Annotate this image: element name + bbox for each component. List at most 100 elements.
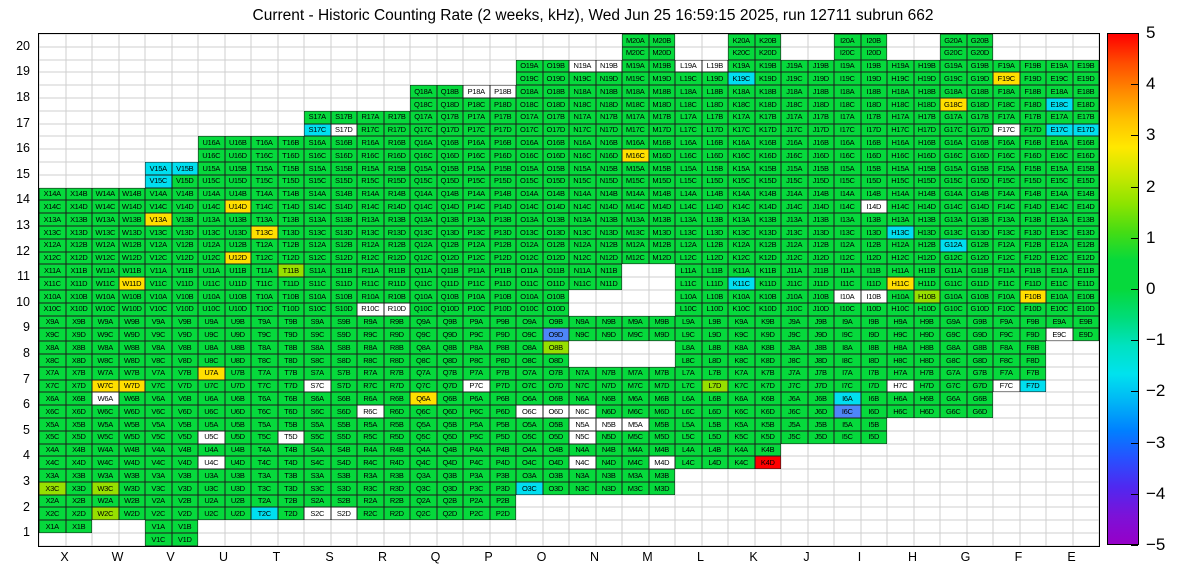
channel-label: Q2D: [436, 507, 463, 521]
empty-subcell: [304, 533, 331, 546]
channel-label: J19B: [807, 59, 834, 73]
heatmap-cell-X10: X10A X10B X10C X10D: [39, 289, 92, 316]
empty-subcell: [357, 60, 384, 73]
channel-label: S13C: [304, 225, 331, 239]
channel-label: G20B: [966, 34, 993, 47]
channel-label: M5A: [622, 417, 649, 431]
empty-subcell: [39, 162, 66, 175]
empty-subcell: [1020, 47, 1047, 60]
channel-label: R10B: [383, 289, 410, 303]
empty-subcell: [119, 34, 146, 47]
heatmap-cell-empty: [1046, 469, 1099, 495]
heatmap-cell-M12: M12A M12B M12C M12D: [622, 238, 675, 265]
empty-subcell: [66, 98, 93, 111]
empty-subcell: [119, 149, 146, 162]
channel-label: F8B: [1019, 341, 1046, 354]
heatmap-cell-E9: E9A E9B E9C E9D: [1046, 315, 1099, 342]
heatmap-cell-R2: R2A R2B R2C R2D: [357, 494, 410, 521]
channel-label: J5C: [781, 430, 808, 444]
channel-label: J17D: [807, 123, 834, 137]
channel-label: P15B: [489, 161, 516, 175]
channel-label: J9C: [781, 328, 808, 342]
empty-subcell: [1046, 405, 1073, 418]
channel-label: V1B: [171, 520, 198, 534]
empty-subcell: [543, 47, 570, 60]
channel-label: P5A: [463, 417, 490, 431]
channel-label: T3D: [277, 481, 304, 495]
heatmap-cell-L13: L13A L13B L13C L13D: [675, 213, 728, 239]
heatmap-cell-I18: I18A I18B I18C I18D: [834, 85, 887, 111]
channel-label: E14A: [1046, 187, 1073, 201]
y-axis-label: 9: [23, 320, 30, 335]
empty-subcell: [410, 47, 437, 60]
heatmap-cell-N15: N15A N15B N15C N15D: [569, 161, 622, 188]
channel-label: O12D: [542, 251, 569, 265]
channel-label: V12C: [145, 251, 172, 265]
channel-label: K13D: [754, 225, 781, 239]
channel-label: V15C: [145, 174, 172, 188]
channel-label: K6C: [728, 405, 755, 418]
heatmap-cell-H11: H11A H11B H11C H11D: [887, 264, 940, 290]
empty-subcell: [119, 533, 146, 546]
heatmap-cell-V3: V3A V3B V3C V3D: [145, 469, 198, 495]
colorbar-tick-mark: [1131, 493, 1138, 495]
channel-label: S2C: [304, 507, 331, 521]
empty-subcell: [251, 47, 278, 60]
channel-label: P15C: [463, 174, 490, 188]
channel-label: W2A: [92, 494, 119, 508]
channel-label: P2D: [489, 507, 516, 521]
heatmap-cell-Q7: Q7A Q7B Q7C Q7D: [410, 366, 463, 393]
channel-label: X1A: [39, 520, 66, 534]
heatmap-cell-P10: P10A P10B P10C P10D: [463, 289, 516, 316]
channel-label: V1C: [145, 533, 172, 546]
channel-label: P17B: [489, 110, 516, 124]
heatmap-cell-N13: N13A N13B N13C N13D: [569, 213, 622, 239]
heatmap-cell-X5: X5A X5B X5C X5D: [39, 417, 92, 444]
channel-label: F11C: [993, 277, 1020, 290]
channel-label: V5C: [145, 430, 172, 444]
channel-label: O18C: [516, 97, 543, 111]
channel-label: I18B: [860, 85, 887, 98]
channel-label: N4D: [595, 456, 622, 470]
empty-subcell: [357, 72, 384, 85]
channel-label: K10C: [728, 302, 755, 316]
heatmap-cell-V9: V9A V9B V9C V9D: [145, 315, 198, 342]
channel-label: N3A: [569, 469, 596, 482]
channel-label: H8C: [887, 353, 914, 367]
channel-label: P9B: [489, 315, 516, 329]
channel-label: L11B: [701, 264, 728, 278]
channel-label: U6C: [198, 405, 225, 418]
channel-label: K13A: [728, 213, 755, 226]
heatmap-cell-Q3: Q3A Q3B Q3C Q3D: [410, 469, 463, 495]
channel-label: U9A: [198, 315, 225, 329]
heatmap-cell-I12: I12A I12B I12C I12D: [834, 238, 887, 265]
channel-label: Q11D: [436, 277, 463, 290]
channel-label: I19C: [834, 72, 861, 86]
colorbar-tick-label: 2: [1146, 176, 1156, 196]
channel-label: E18B: [1072, 85, 1099, 98]
empty-subcell: [887, 47, 914, 60]
empty-subcell: [755, 469, 782, 482]
channel-label: X4B: [65, 443, 92, 457]
empty-subcell: [1046, 533, 1073, 546]
channel-label: H18C: [887, 97, 914, 111]
channel-label: O15A: [516, 161, 543, 175]
channel-label: S13A: [304, 213, 331, 226]
channel-label: F8C: [993, 353, 1020, 367]
channel-label: J15D: [807, 174, 834, 188]
channel-label: M20A: [622, 34, 649, 47]
heatmap-cell-H16: H16A H16B H16C H16D: [887, 136, 940, 162]
channel-label: P10B: [489, 289, 516, 303]
channel-label: N3C: [569, 481, 596, 495]
channel-label: N5B: [595, 417, 622, 431]
channel-label: J6C: [781, 405, 808, 418]
empty-subcell: [1073, 495, 1100, 508]
colorbar-tick-label: 0: [1146, 279, 1156, 298]
channel-label: Q10D: [436, 302, 463, 316]
heatmap-cell-X4: X4A X4B X4C X4D: [39, 443, 92, 470]
channel-label: O17C: [516, 123, 543, 137]
channel-label: M17B: [648, 110, 675, 124]
channel-label: M4A: [622, 443, 649, 457]
empty-subcell: [940, 418, 967, 431]
heatmap-cell-X12: X12A X12B X12C X12D: [39, 238, 92, 265]
